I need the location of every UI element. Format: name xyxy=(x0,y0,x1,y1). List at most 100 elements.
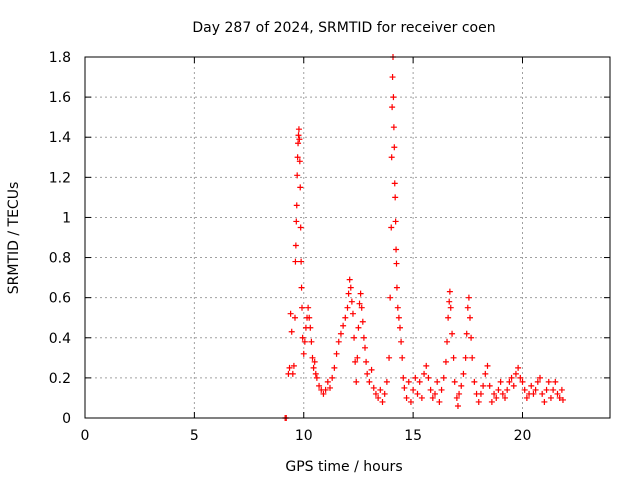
data-point xyxy=(320,390,327,397)
data-point xyxy=(357,290,364,297)
data-point xyxy=(543,386,550,393)
y-tick-label: 0.4 xyxy=(49,331,71,347)
data-point xyxy=(297,224,304,231)
y-tick-label: 1 xyxy=(62,210,71,226)
x-tick-label: 15 xyxy=(404,428,422,444)
data-point xyxy=(559,396,566,403)
data-point xyxy=(391,144,398,151)
y-tick-label: 0 xyxy=(62,411,71,427)
data-point xyxy=(519,378,526,385)
data-point xyxy=(379,398,386,405)
data-point xyxy=(517,374,524,381)
data-point xyxy=(286,364,293,371)
data-point xyxy=(445,314,452,321)
data-point xyxy=(397,324,403,331)
data-point xyxy=(528,382,535,389)
data-point xyxy=(305,304,312,311)
y-tick-label: 1.8 xyxy=(49,50,71,66)
data-point xyxy=(287,310,294,317)
data-point xyxy=(293,202,300,209)
data-point xyxy=(421,370,428,377)
data-point xyxy=(436,398,443,405)
data-point xyxy=(552,378,559,385)
x-tick-label: 5 xyxy=(190,428,199,444)
data-point xyxy=(352,358,359,365)
data-point xyxy=(395,314,402,321)
data-point xyxy=(329,374,336,381)
data-point xyxy=(389,74,396,81)
data-point xyxy=(488,398,495,405)
data-point xyxy=(400,374,407,381)
data-point xyxy=(475,398,482,405)
data-point xyxy=(362,344,368,351)
data-point xyxy=(541,398,548,405)
data-point xyxy=(295,132,302,139)
data-point xyxy=(348,298,355,305)
data-point xyxy=(383,378,390,385)
data-point xyxy=(392,194,399,201)
data-point xyxy=(309,354,316,361)
y-tick-label: 1.4 xyxy=(49,130,71,146)
data-point xyxy=(344,304,351,311)
data-point xyxy=(386,354,393,361)
x-axis-label: GPS time / hours xyxy=(285,459,402,475)
data-point xyxy=(398,338,405,345)
data-point xyxy=(506,378,513,385)
data-point xyxy=(454,402,461,409)
data-point xyxy=(347,284,354,291)
data-point xyxy=(539,390,546,397)
data-point xyxy=(414,390,421,397)
data-point xyxy=(316,382,323,389)
data-point xyxy=(377,386,384,393)
data-point xyxy=(403,394,410,401)
data-point xyxy=(407,398,414,405)
data-point xyxy=(335,338,342,345)
data-point xyxy=(333,350,340,357)
data-point xyxy=(464,304,471,311)
data-point xyxy=(410,386,417,393)
data-point xyxy=(308,338,315,345)
data-point xyxy=(299,334,306,341)
data-point xyxy=(463,330,470,337)
data-point xyxy=(450,354,457,361)
data-point xyxy=(351,334,358,341)
data-point xyxy=(515,364,522,371)
data-point xyxy=(295,126,302,133)
data-point xyxy=(353,378,360,385)
data-point xyxy=(322,386,329,393)
data-point xyxy=(327,384,333,391)
data-point xyxy=(453,394,460,401)
tick-labels: 0 5 10 15 20 0 0.2 0.4 0.6 0.8 1 1.2 1.4 1.6 1.8 xyxy=(49,50,532,444)
data-point xyxy=(482,370,489,377)
data-point xyxy=(295,140,302,147)
data-point xyxy=(523,394,530,401)
data-points xyxy=(282,54,566,421)
data-point xyxy=(355,324,362,331)
data-point xyxy=(471,378,478,385)
data-point xyxy=(324,378,331,385)
data-point xyxy=(296,136,303,143)
y-tick-label: 1.6 xyxy=(49,90,71,106)
data-point xyxy=(449,330,456,337)
data-point xyxy=(429,394,436,401)
data-point xyxy=(299,304,305,311)
data-point xyxy=(438,386,445,393)
data-point xyxy=(469,354,476,361)
data-point xyxy=(360,334,367,341)
data-point xyxy=(359,318,366,325)
data-point xyxy=(465,294,472,301)
data-point xyxy=(307,324,314,331)
data-point xyxy=(387,294,394,301)
data-point xyxy=(293,218,300,225)
data-point xyxy=(499,390,506,397)
data-point xyxy=(508,374,515,381)
data-point xyxy=(434,378,441,385)
data-point xyxy=(301,338,308,345)
data-point xyxy=(294,172,301,179)
data-point xyxy=(312,370,319,377)
data-point xyxy=(368,366,375,373)
data-point xyxy=(337,330,344,337)
data-point xyxy=(372,390,379,397)
data-point xyxy=(502,394,508,401)
data-point xyxy=(412,374,419,381)
